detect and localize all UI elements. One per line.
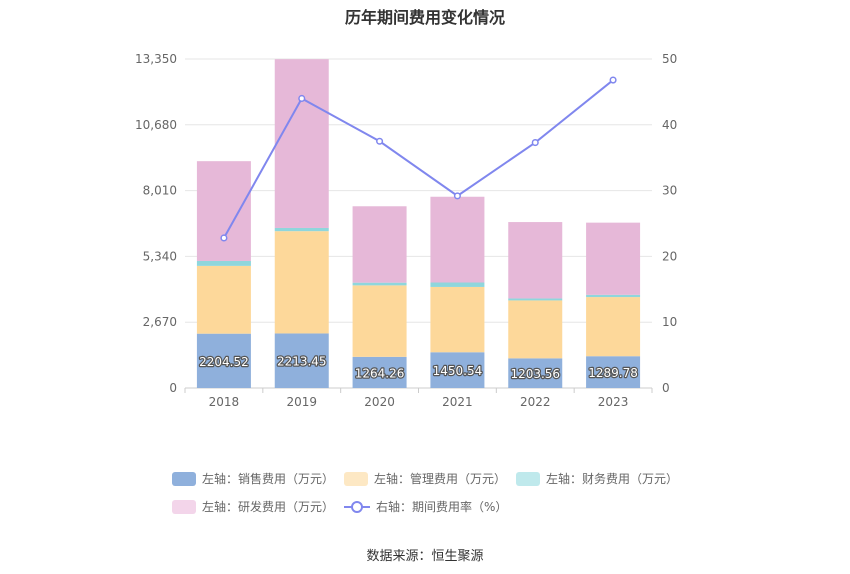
y-left-tick-label: 0	[169, 381, 177, 395]
data-source: 数据来源：恒生聚源	[366, 549, 484, 564]
bar-segment	[196, 260, 251, 266]
y-left-tick-label: 8,010	[143, 184, 177, 198]
y-left-tick-label: 2,670	[143, 315, 177, 329]
legend-label-finance: 左轴：财务费用（万元）	[546, 472, 679, 486]
legend-label-rate: 右轴：期间费用率（%）	[376, 500, 508, 514]
legend-item-admin[interactable]: 左轴：管理费用（万元）	[344, 470, 506, 487]
y-left-tick-label: 13,350	[135, 52, 177, 66]
bar-segment	[274, 227, 329, 232]
bar-segment	[352, 282, 407, 286]
y-right-tick-label: 40	[662, 118, 677, 132]
y-right-tick-label: 50	[662, 52, 677, 66]
chart-title: 历年期间费用变化情况	[344, 8, 505, 27]
legend-swatch-sales	[172, 471, 196, 486]
y-left-tick-label: 10,680	[135, 118, 177, 132]
bar-segment	[508, 222, 563, 299]
bar-segment	[196, 265, 251, 334]
legend-label-sales: 左轴：销售费用（万元）	[202, 472, 335, 486]
bar-segment	[508, 358, 563, 388]
bar-segment	[586, 356, 641, 388]
bar-segment	[430, 282, 485, 287]
legend-label-admin: 左轴：管理费用（万元）	[374, 472, 507, 486]
bar-segment	[508, 298, 563, 301]
legend-item-finance[interactable]: 左轴：财务费用（万元）	[516, 470, 678, 487]
rate-point	[376, 137, 384, 145]
bar-segment	[196, 333, 251, 388]
bar-segment	[430, 352, 485, 388]
bar-data-label: 1289.78	[588, 366, 638, 380]
y-right-tick-label: 30	[662, 184, 677, 198]
bar-data-label: 1264.26	[355, 366, 405, 380]
bar-segment	[352, 206, 407, 283]
bar-data-label: 1203.56	[510, 367, 560, 381]
bar-segment	[586, 222, 641, 295]
bar-segment	[274, 231, 329, 334]
x-tick-label: 2020	[364, 395, 395, 409]
bar-segment	[430, 286, 485, 353]
rate-point	[609, 76, 617, 84]
y-left-tick-label: 5,340	[143, 249, 177, 263]
bar-segment	[352, 356, 407, 388]
bar-segment	[274, 59, 329, 228]
bar-segment	[586, 297, 641, 357]
bar-segment	[196, 161, 251, 261]
rate-line	[223, 79, 614, 239]
bar-data-label: 1450.54	[433, 364, 483, 378]
legend-swatch-finance	[516, 471, 540, 486]
x-tick-label: 2021	[442, 395, 473, 409]
legend-label-rnd: 左轴：研发费用（万元）	[202, 500, 335, 514]
y-right-tick-label: 20	[662, 249, 677, 263]
legend-swatch-rate	[344, 500, 370, 514]
legend-swatch-rnd	[172, 499, 196, 514]
rate-point	[531, 139, 539, 147]
bar-segment	[274, 333, 329, 388]
bar-segment	[430, 196, 485, 283]
rate-point	[298, 94, 306, 103]
x-tick-label: 2022	[520, 395, 551, 409]
legend-item-sales[interactable]: 左轴：销售费用（万元）	[172, 470, 334, 487]
bar-segment	[352, 285, 407, 357]
y-right-tick-label: 10	[662, 315, 677, 329]
rate-point	[220, 234, 228, 242]
bar-data-label: 2213.45	[277, 355, 327, 369]
y-right-tick-label: 0	[662, 381, 670, 395]
x-tick-label: 2018	[209, 395, 240, 409]
bar-segment	[586, 294, 641, 298]
bar-segment	[508, 300, 563, 359]
x-tick-label: 2019	[286, 395, 317, 409]
x-tick-label: 2023	[598, 395, 629, 409]
legend-item-rnd[interactable]: 左轴：研发费用（万元）	[172, 498, 334, 515]
legend-item-rate[interactable]: 右轴：期间费用率（%）	[344, 498, 507, 515]
bar-data-label: 2204.52	[199, 355, 249, 369]
legend-swatch-admin	[344, 471, 368, 486]
rate-point	[453, 192, 461, 200]
